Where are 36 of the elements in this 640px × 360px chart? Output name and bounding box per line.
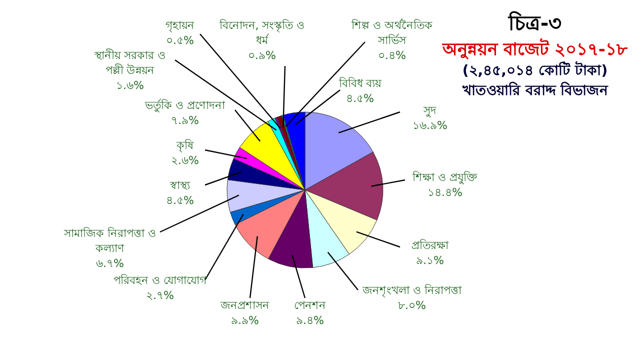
- slice-label: শিক্ষা ও প্রযুক্তি: [412, 171, 478, 184]
- slice-label: স্থানীয় সরকার ও পল্লী উন্নয়ন: [94, 49, 166, 77]
- data-label: ৬.৭%: [96, 257, 124, 270]
- slice-label: গৃহায়ন: [166, 19, 194, 32]
- data-label: ২.৬%: [171, 154, 199, 167]
- data-label: ৯.৯%: [231, 314, 259, 327]
- text: খাতওয়ারি বরাদ্দ বিভাজন: [462, 81, 608, 99]
- text: চিত্র-৩: [507, 11, 562, 35]
- data-label: ২.৭%: [146, 289, 174, 302]
- text: অনুন্নয়ন বাজেট ২০১৭-১৮: [442, 38, 628, 60]
- data-label: ০.৯%: [248, 49, 276, 62]
- slice-label: বিবিধ ব্যয়: [338, 77, 382, 90]
- data-label: ০.৪%: [378, 49, 406, 62]
- slice-label: স্বাস্থ্য: [169, 179, 191, 192]
- slice-label: সুদ: [422, 104, 436, 117]
- data-label: ৯.১%: [416, 254, 444, 267]
- slice-label: জনশৃংখলা ও নিরাপত্তা: [362, 284, 462, 297]
- data-label: ৪.৫%: [346, 92, 374, 105]
- data-label: ০.৫%: [166, 34, 194, 47]
- data-label: ১৬.৯%: [412, 119, 448, 132]
- slice-label: শিল্প ও অর্থনৈতিক সার্ভিস: [350, 19, 432, 47]
- data-label: ১৪.৪%: [428, 186, 462, 199]
- text: (২,৪৫,০১৪ কোটি টাকা): [462, 61, 608, 79]
- slice-label: পরিবহন ও যোগাযোগ: [114, 274, 208, 287]
- slice-label: প্রতিরক্ষা: [412, 239, 450, 252]
- slice-label: পেনশন: [294, 299, 326, 312]
- data-label: ৮.০%: [398, 299, 426, 312]
- slice-label: জনপ্রশাসন: [220, 299, 270, 312]
- data-label: ৪.৫%: [166, 194, 194, 207]
- slice-label: ভর্তুকি ও প্রণোদনা: [144, 99, 226, 112]
- data-label: ৭.৯%: [171, 114, 199, 127]
- data-label: ১.৬%: [116, 79, 144, 92]
- slice-label: সামাজিক নিরাপত্তা ও কল্যাণ: [63, 227, 156, 255]
- data-label: ৯.৪%: [296, 314, 324, 327]
- slice-label: বিনোদন, সংস্কৃতি ও ধর্ম: [218, 19, 305, 47]
- slice-label: কৃষি: [176, 139, 194, 152]
